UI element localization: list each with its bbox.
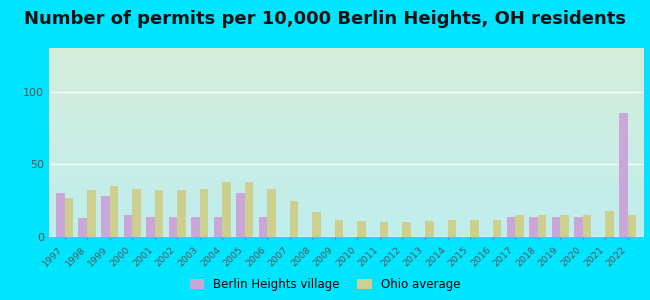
Legend: Berlin Heights village, Ohio average: Berlin Heights village, Ohio average bbox=[190, 278, 460, 291]
Bar bbox=[259, 217, 267, 237]
Bar bbox=[132, 189, 140, 237]
Bar bbox=[155, 190, 163, 237]
Bar bbox=[79, 218, 87, 237]
Bar bbox=[402, 223, 411, 237]
Bar bbox=[380, 223, 389, 237]
Bar bbox=[146, 217, 155, 237]
Bar bbox=[425, 221, 434, 237]
Bar bbox=[506, 217, 515, 237]
Bar bbox=[236, 194, 245, 237]
Bar bbox=[101, 196, 110, 237]
Bar bbox=[470, 220, 478, 237]
Bar bbox=[200, 189, 208, 237]
Bar bbox=[605, 211, 614, 237]
Bar bbox=[177, 190, 186, 237]
Bar bbox=[214, 217, 222, 237]
Text: Number of permits per 10,000 Berlin Heights, OH residents: Number of permits per 10,000 Berlin Heig… bbox=[24, 11, 626, 28]
Bar bbox=[64, 198, 73, 237]
Bar bbox=[515, 215, 524, 237]
Bar bbox=[582, 215, 592, 237]
Bar bbox=[191, 217, 200, 237]
Bar bbox=[529, 217, 538, 237]
Bar bbox=[560, 215, 569, 237]
Bar bbox=[222, 182, 231, 237]
Bar bbox=[245, 182, 254, 237]
Bar bbox=[335, 220, 343, 237]
Bar bbox=[574, 217, 582, 237]
Bar bbox=[619, 113, 628, 237]
Bar bbox=[447, 220, 456, 237]
Bar bbox=[552, 217, 560, 237]
Bar bbox=[168, 217, 177, 237]
Bar bbox=[56, 194, 64, 237]
Bar bbox=[124, 215, 132, 237]
Bar bbox=[538, 215, 546, 237]
Bar bbox=[110, 186, 118, 237]
Bar bbox=[313, 212, 321, 237]
Bar bbox=[358, 221, 366, 237]
Bar bbox=[87, 190, 96, 237]
Bar bbox=[493, 220, 501, 237]
Bar bbox=[267, 189, 276, 237]
Bar bbox=[628, 215, 636, 237]
Bar bbox=[290, 201, 298, 237]
